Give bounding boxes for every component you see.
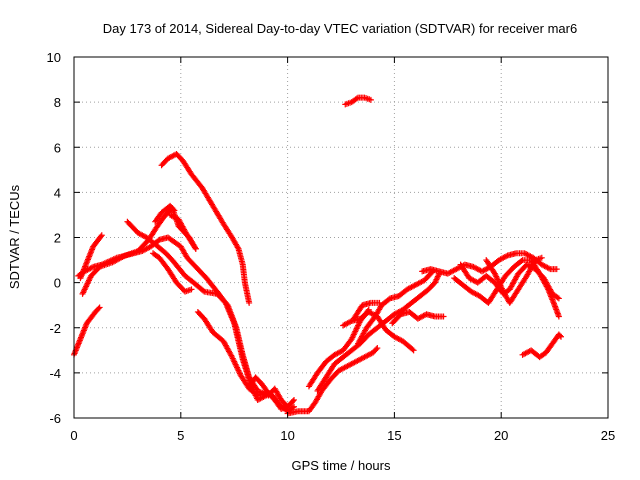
y-tick-label: 10 <box>47 50 61 65</box>
data-point <box>95 305 102 312</box>
x-axis-label: GPS time / hours <box>292 458 391 473</box>
data-point <box>373 346 380 353</box>
y-tick-label: -2 <box>49 321 61 336</box>
data-point <box>554 294 561 301</box>
y-tick-label: -4 <box>49 366 61 381</box>
series-arc-6 <box>150 250 195 295</box>
data-point <box>385 296 392 303</box>
series-arc-3 <box>77 232 105 282</box>
y-tick-label: 4 <box>54 185 61 200</box>
grid <box>74 57 608 418</box>
series-arc-5 <box>124 218 298 410</box>
series-arc-14 <box>314 270 443 394</box>
y-axis-label: SDTVAR / TECUs <box>7 184 22 289</box>
series-arc-16 <box>350 299 383 322</box>
axis-ticks: 0 5 10 15 20 25 -6 -4 -2 0 2 4 6 8 10 <box>47 50 616 443</box>
data-point <box>367 96 374 103</box>
data-point <box>171 207 178 214</box>
data-point <box>289 398 296 405</box>
x-tick-label: 25 <box>601 428 615 443</box>
data-point <box>155 237 162 244</box>
data-point <box>200 287 207 294</box>
data-point <box>558 333 565 340</box>
series-arc-15 <box>340 308 417 354</box>
y-tick-label: 2 <box>54 231 61 246</box>
data-point <box>98 232 105 239</box>
series-arc-9 <box>167 211 199 252</box>
x-tick-label: 20 <box>494 428 508 443</box>
x-tick-label: 15 <box>387 428 401 443</box>
series-arc-11 <box>246 374 291 412</box>
data-point <box>188 286 195 293</box>
data-point <box>555 313 562 320</box>
data-point <box>170 206 177 213</box>
data-point <box>291 396 298 403</box>
series-arc-1 <box>71 304 103 358</box>
data-point <box>538 254 545 261</box>
data-point <box>353 95 360 102</box>
series-arc-24 <box>519 331 565 361</box>
data-point <box>440 313 447 320</box>
series-arc-17 <box>355 268 436 347</box>
x-tick-label: 0 <box>70 428 77 443</box>
series-arc-22 <box>457 261 562 302</box>
series-arc-7 <box>152 202 178 225</box>
y-tick-label: 6 <box>54 140 61 155</box>
y-tick-label: -6 <box>49 411 61 426</box>
data-point <box>291 403 298 410</box>
series-arc-19 <box>342 94 374 108</box>
data-point <box>246 299 253 306</box>
data-point <box>374 345 381 352</box>
data-point <box>191 244 198 251</box>
data-point <box>556 332 563 339</box>
data-point <box>553 266 560 273</box>
data-point <box>96 304 103 311</box>
series-arc-8 <box>158 151 253 306</box>
y-tick-label: 8 <box>54 95 61 110</box>
data-point <box>555 295 562 302</box>
series-arc-23 <box>483 254 545 306</box>
data-point <box>284 403 291 410</box>
x-tick-label: 10 <box>280 428 294 443</box>
series-arc-13 <box>305 306 372 390</box>
data-point <box>409 346 416 353</box>
data-point <box>97 233 104 240</box>
data-point <box>518 258 525 265</box>
data-point <box>192 245 199 252</box>
y-tick-label: 0 <box>54 276 61 291</box>
data-point <box>410 347 417 354</box>
series-arc-18 <box>389 308 447 327</box>
chart-title: Day 173 of 2014, Sidereal Day-to-day VTE… <box>103 21 577 36</box>
x-tick-label: 5 <box>177 428 184 443</box>
data-points <box>71 94 565 417</box>
